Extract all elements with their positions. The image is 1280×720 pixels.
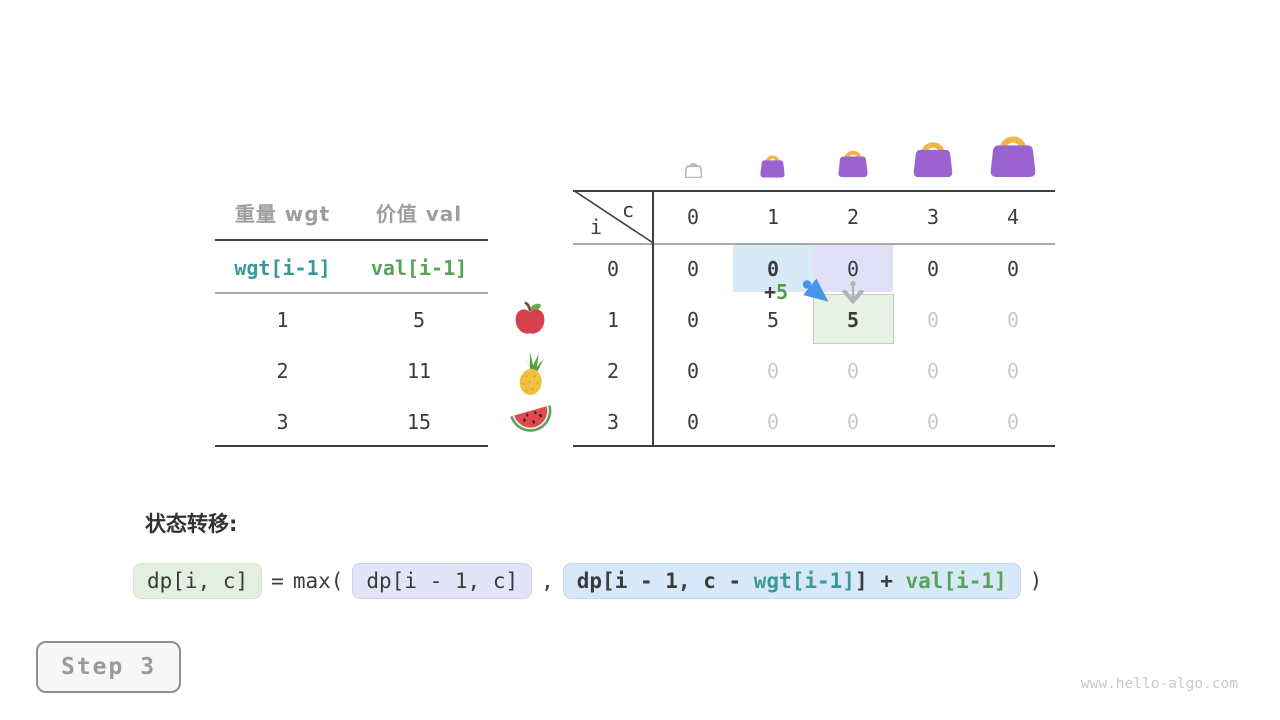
col-header: 1 [766,204,780,229]
equals-sign: = [271,569,284,593]
add-value-annotation: +5 [764,280,788,304]
state-transition-label: 状态转移: [145,512,238,536]
bag-capacity-4-icon [990,136,1036,177]
dp-cell: 0 [926,409,940,434]
highlight-source-cell-blue [733,245,813,292]
dp-cell: 0 [766,358,780,383]
added-value: 5 [776,280,789,304]
item-weight: 3 [276,409,289,434]
dp-cell: 0 [1006,307,1020,332]
value-column-header: 价值 val [375,201,463,226]
dp-table-header-rule [573,243,1055,245]
formula-rhs2-pill: dp[i - 1, c - wgt[i-1]] + val[i-1] [562,563,1021,599]
col-header: 2 [846,204,860,229]
bag-capacity-1-icon [760,155,785,178]
row-header: 0 [606,256,620,281]
dp-cell: 0 [1006,358,1020,383]
dp-cell: 0 [926,358,940,383]
corner-row-var: i [590,215,603,239]
wgt-formula-cell: wgt[i-1] [234,256,331,280]
dp-row-headers: 0 1 2 3 [573,243,653,447]
dp-cell-current: 5 [846,307,860,332]
rhs2-val-part: val[i-1] [905,569,1007,593]
items-table-top-rule [215,239,488,241]
pineapple-icon [519,351,545,395]
dp-cell: 0 [686,307,700,332]
dp-cell: 0 [766,409,780,434]
row-header: 1 [606,307,620,332]
items-table-header-row: 重量 wgt 价值 val [215,194,488,230]
bag-capacity-0-icon [685,163,702,178]
col-header: 3 [926,204,940,229]
comma: , [541,569,554,593]
rhs2-bracket-plus: ] + [854,569,906,593]
max-open: max( [292,569,344,593]
dp-table-top-rule [573,190,1055,192]
item-weight: 2 [276,358,289,383]
dp-cell: 5 [766,307,780,332]
rhs2-wgt-part: wgt[i-1] [753,569,855,593]
bag-capacity-2-icon [838,150,868,178]
col-header: 4 [1006,204,1020,229]
col-header: 0 [686,204,700,229]
plus-sign: + [764,280,777,304]
watermelon-icon [510,405,552,432]
item-row-pineapple: 2 11 [215,345,488,396]
item-row-watermelon: 3 15 [215,396,488,447]
row-header: 2 [606,358,620,383]
dp-column-headers: 0 1 2 3 4 [653,190,1053,243]
item-value: 15 [406,409,432,434]
dp-table-vertical-rule [652,190,654,447]
bag-capacity-3-icon [913,142,953,178]
close-paren: ) [1029,569,1043,593]
watermark: www.hello-algo.com [1080,676,1238,692]
dp-cell: 0 [846,358,860,383]
corner-col-var: c [622,198,635,222]
dp-cell: 0 [926,256,940,281]
row-header: 3 [606,409,620,434]
corner-diagonal-line [574,190,653,244]
state-transition-formula: dp[i, c] = max( dp[i - 1, c] , dp[i - 1,… [133,560,1042,602]
weight-column-header: 重量 wgt [234,201,331,226]
dp-cell: 0 [926,307,940,332]
dp-cell: 0 [766,256,780,281]
dp-table-bottom-rule [573,445,1055,447]
item-value: 5 [412,307,426,332]
dp-cell: 0 [846,256,860,281]
items-table-mid-rule [215,292,488,294]
dp-cell: 0 [1006,409,1020,434]
formula-lhs-pill: dp[i, c] [133,563,263,599]
step-button[interactable]: Step 3 [36,641,181,693]
val-formula-cell: val[i-1] [370,256,468,280]
items-table-formula-row: wgt[i-1] val[i-1] [215,245,488,291]
dp-cell: 0 [686,358,700,383]
dp-cell: 0 [686,409,700,434]
dp-cell: 0 [846,409,860,434]
dp-cell: 0 [1006,256,1020,281]
dp-cell: 0 [686,256,700,281]
item-row-apple: 1 5 [215,294,488,345]
item-value: 11 [406,358,432,383]
formula-rhs1-pill: dp[i - 1, c] [352,563,533,599]
item-weight: 1 [276,307,289,332]
rhs2-dp-part: dp[i - 1, c - [576,569,754,593]
dp-cell-grid: 0 0 0 0 0 0 5 5 0 0 0 0 0 0 0 0 0 0 0 0 [653,243,1053,447]
items-table-bottom-rule [215,445,488,447]
apple-icon [515,301,545,334]
